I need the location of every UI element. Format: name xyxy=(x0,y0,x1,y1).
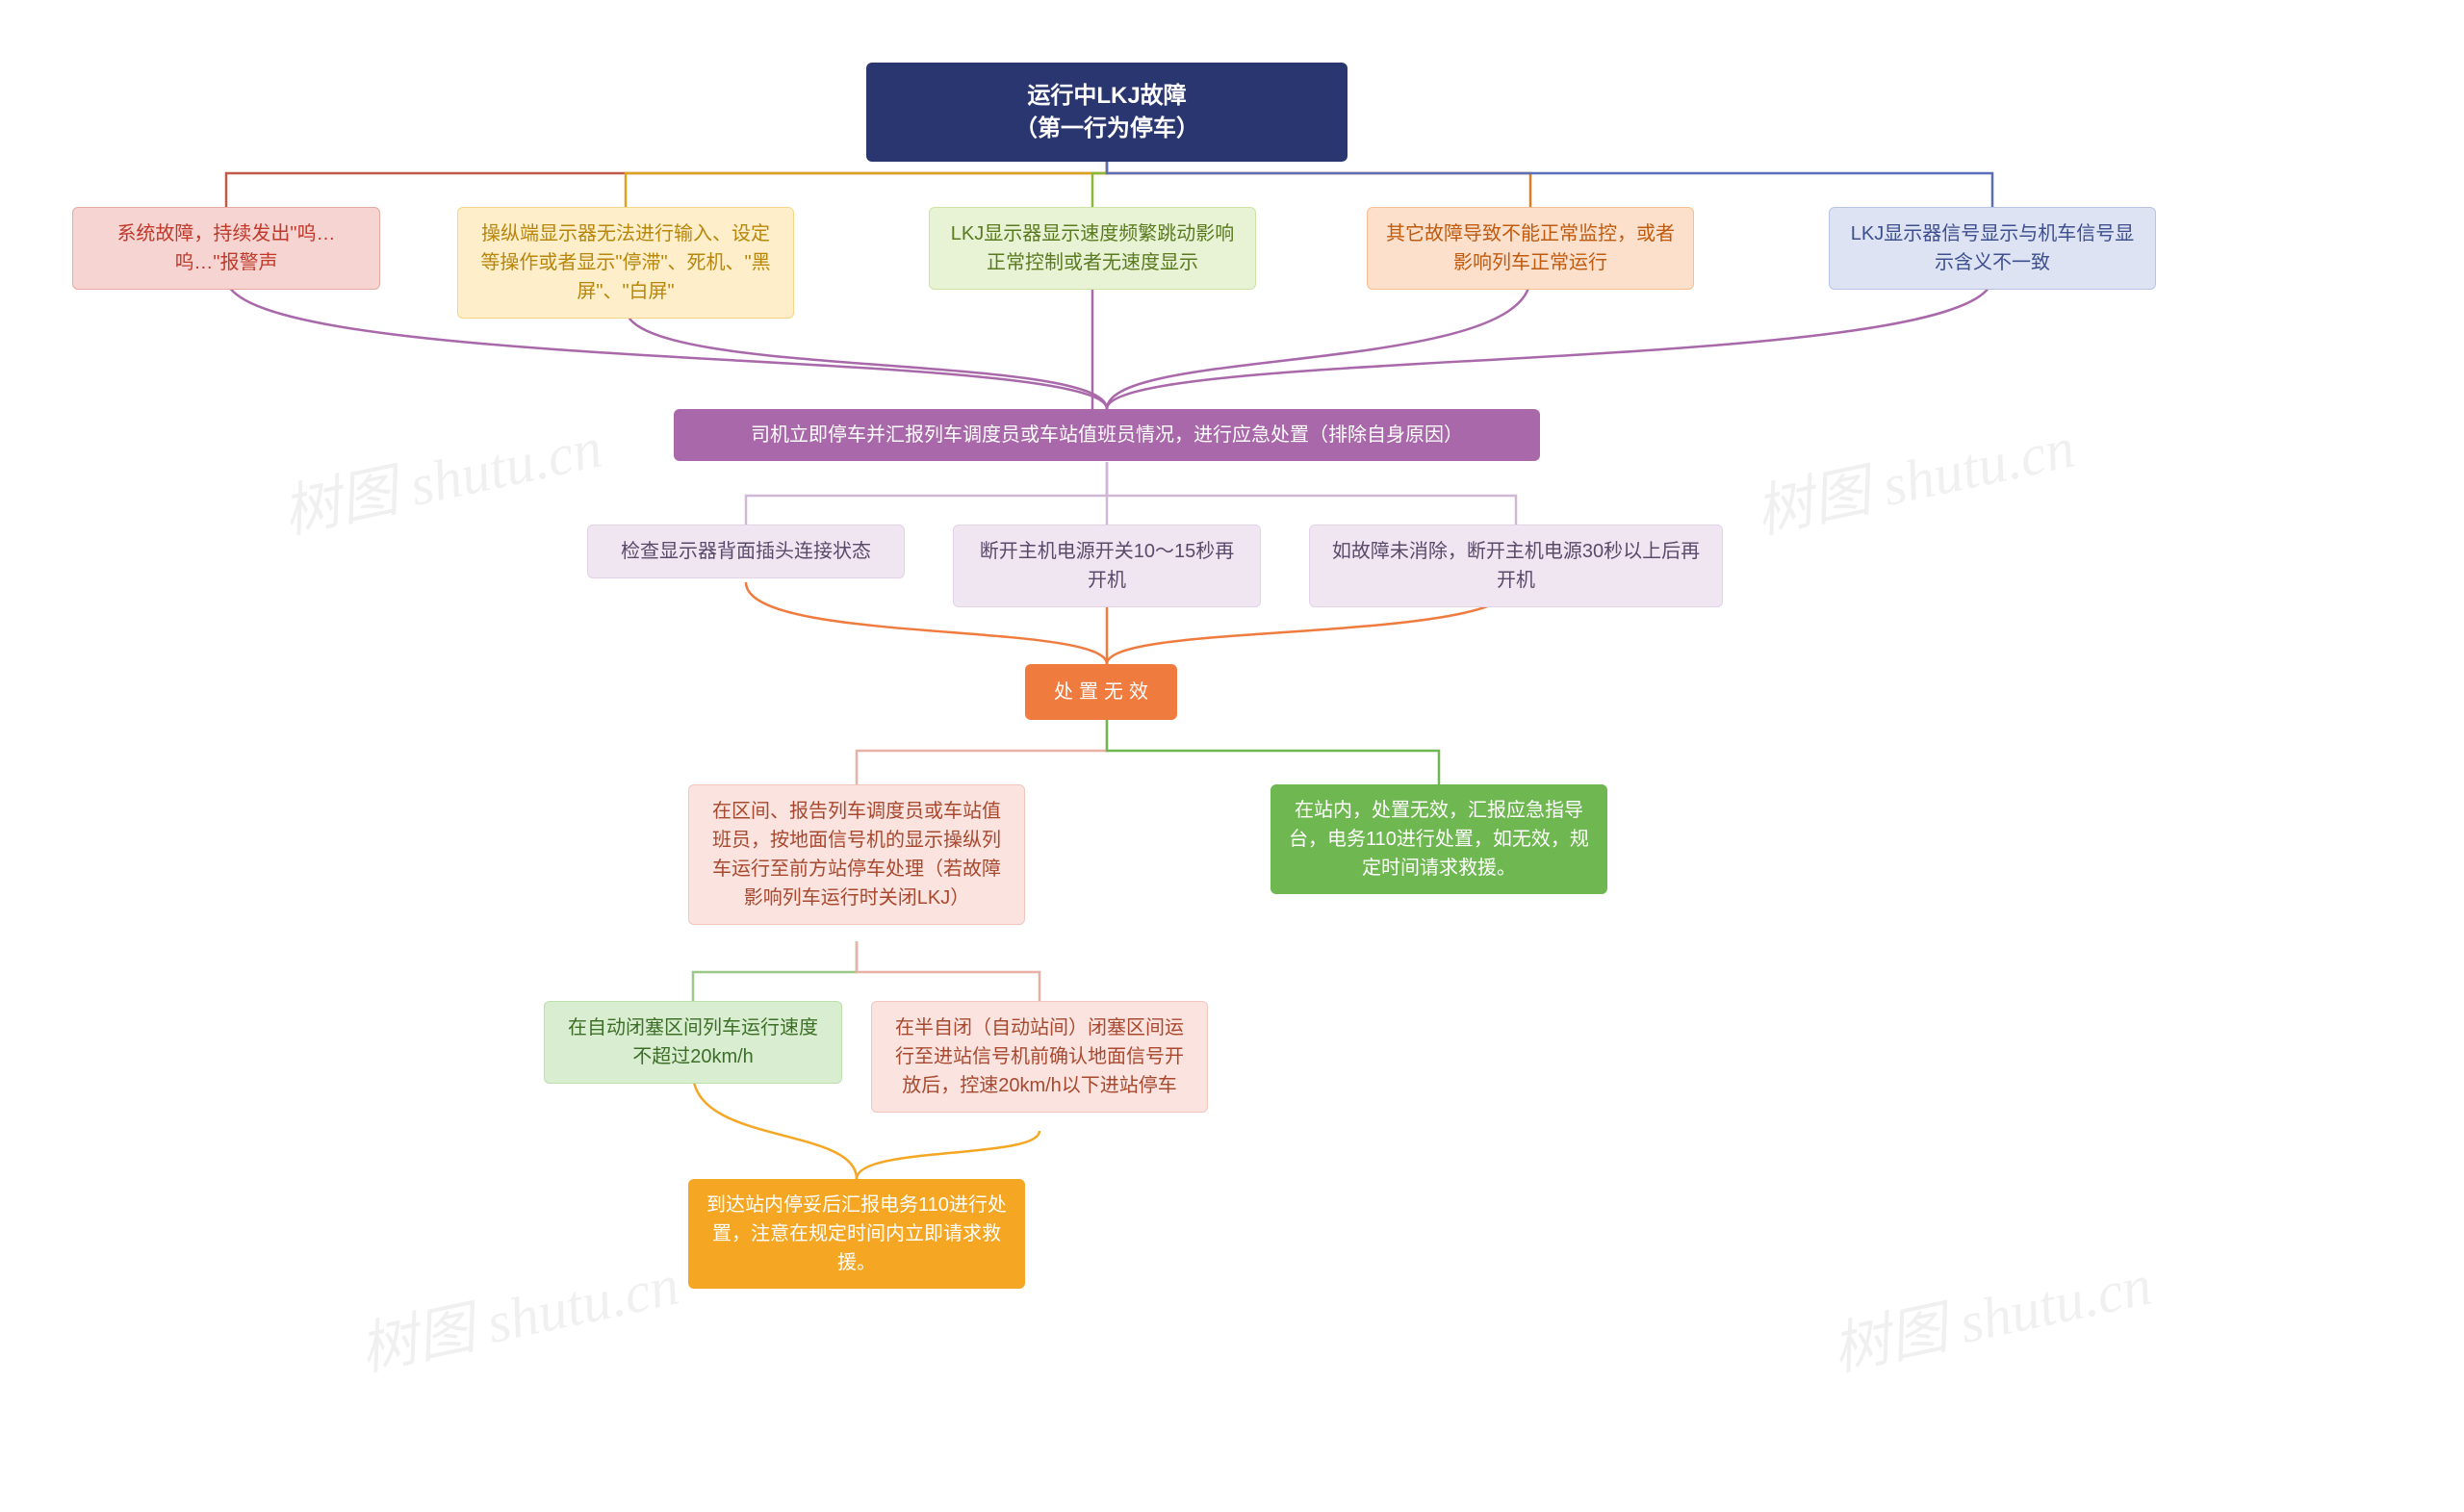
root-line1: 运行中LKJ故障 xyxy=(905,80,1309,113)
l1-node-3: 其它故障导致不能正常监控，或者影响列车正常运行 xyxy=(1367,207,1694,290)
l1-node-1: 操纵端显示器无法进行输入、设定等操作或者显示"停滞"、死机、"黑屏"、"白屏" xyxy=(457,207,794,319)
root-line2: （第一行为停车） xyxy=(905,113,1309,145)
watermark: 树图 shutu.cn xyxy=(1824,1238,2158,1387)
l1-node-0: 系统故障，持续发出"呜…呜…"报警声 xyxy=(72,207,380,290)
l7-node: 到达站内停妥后汇报电务110进行处置，注意在规定时间内立即请求救援。 xyxy=(688,1179,1025,1289)
l6-node-0: 在自动闭塞区间列车运行速度不超过20km/h xyxy=(544,1001,842,1084)
l1-node-2: LKJ显示器显示速度频繁跳动影响正常控制或者无速度显示 xyxy=(929,207,1256,290)
l3-node-1: 断开主机电源开关10～15秒再开机 xyxy=(953,525,1261,607)
l6-node-1: 在半自闭（自动站间）闭塞区间运行至进站信号机前确认地面信号开放后，控速20km/… xyxy=(871,1001,1208,1113)
l5-node-0: 在区间、报告列车调度员或车站值班员，按地面信号机的显示操纵列车运行至前方站停车处… xyxy=(688,784,1025,925)
root-node: 运行中LKJ故障 （第一行为停车） xyxy=(866,63,1348,162)
l1-node-4: LKJ显示器信号显示与机车信号显示含义不一致 xyxy=(1829,207,2156,290)
l2-node: 司机立即停车并汇报列车调度员或车站值班员情况，进行应急处置（排除自身原因） xyxy=(674,409,1540,461)
watermark: 树图 shutu.cn xyxy=(351,1238,685,1387)
l3-node-2: 如故障未消除，断开主机电源30秒以上后再开机 xyxy=(1309,525,1723,607)
watermark: 树图 shutu.cn xyxy=(274,400,608,550)
l4-node: 处置无效 xyxy=(1025,664,1177,720)
l5-node-1: 在站内，处置无效，汇报应急指导台，电务110进行处置，如无效，规定时间请求救援。 xyxy=(1270,784,1607,894)
watermark: 树图 shutu.cn xyxy=(1747,400,2081,550)
l3-node-0: 检查显示器背面插头连接状态 xyxy=(587,525,905,578)
diagram-canvas: 运行中LKJ故障 （第一行为停车） 系统故障，持续发出"呜…呜…"报警声 操纵端… xyxy=(19,29,2445,1473)
